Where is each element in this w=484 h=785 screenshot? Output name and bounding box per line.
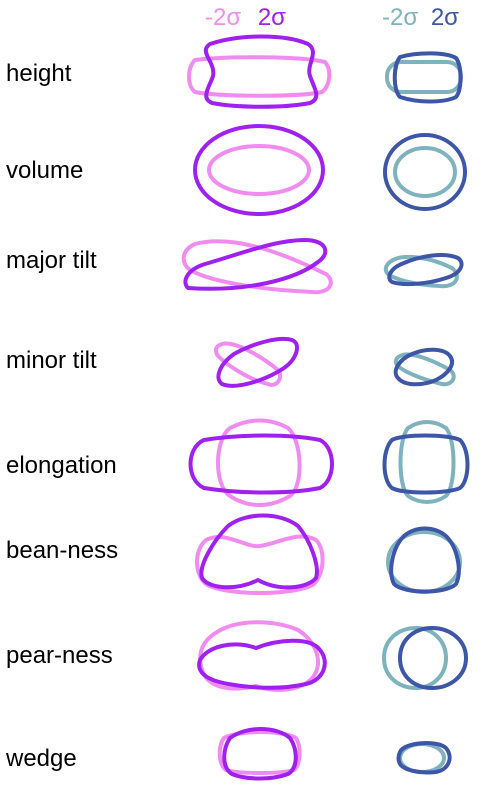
row-label-bean-ness: bean-ness — [6, 537, 119, 564]
row-volume-shapes — [193, 124, 467, 216]
row-label-minor-tilt: minor tilt — [6, 347, 97, 374]
row-label-pear-ness: pear-ness — [6, 642, 113, 669]
major-tilt-right-plus-outline — [387, 253, 464, 287]
pear-ness-left-plus-outline — [197, 638, 327, 690]
legend-right-plus: 2σ — [430, 4, 459, 31]
major-tilt-left-plus-outline — [183, 238, 328, 291]
row-label-volume: volume — [6, 157, 84, 184]
height-right-plus-outline — [392, 51, 463, 104]
elongation-right-plus-outline — [382, 433, 470, 495]
legend-left-plus: 2σ — [257, 4, 286, 31]
row-elongation-shapes — [188, 418, 470, 507]
volume-left-plus-outline — [193, 124, 325, 216]
legend-left-minus: -2σ — [205, 4, 242, 31]
elongation-left-minus-outline — [216, 418, 302, 507]
height-right-minus-outline — [385, 60, 463, 94]
volume-left-minus-outline — [207, 144, 311, 196]
legend-right-minus: -2σ — [382, 4, 419, 31]
legend-right: -2σ 2σ — [382, 4, 459, 32]
major-tilt-right-minus-outline — [383, 254, 459, 289]
row-label-wedge: wedge — [6, 745, 77, 772]
height-left-plus-outline — [203, 34, 319, 109]
bean-ness-left-plus-outline — [199, 513, 319, 590]
elongation-right-minus-outline — [398, 420, 456, 504]
wedge-left-plus-outline — [222, 727, 298, 781]
row-wedge-shapes — [217, 727, 452, 781]
row-major-tilt-shapes — [181, 238, 464, 295]
row-height-shapes — [187, 34, 463, 109]
minor-tilt-left-minus-outline — [213, 341, 283, 387]
minor-tilt-left-plus-outline — [216, 337, 300, 388]
minor-tilt-right-plus-outline — [393, 347, 455, 387]
major-tilt-left-minus-outline — [181, 239, 333, 295]
wedge-right-plus-outline — [396, 741, 452, 775]
legend-left: -2σ 2σ — [205, 4, 286, 32]
row-label-height: height — [6, 60, 72, 87]
row-bean-ness-shapes — [195, 513, 462, 595]
volume-right-minus-outline — [393, 146, 457, 198]
bean-ness-right-plus-outline — [389, 526, 461, 594]
pear-ness-right-plus-outline — [398, 626, 468, 690]
height-left-minus-outline — [187, 55, 332, 98]
row-pear-ness-shapes — [197, 620, 468, 692]
elongation-left-plus-outline — [188, 433, 334, 495]
row-minor-tilt-shapes — [213, 337, 456, 388]
row-label-major-tilt: major tilt — [6, 247, 97, 274]
volume-right-plus-outline — [383, 133, 467, 211]
pear-ness-right-minus-outline — [382, 626, 448, 690]
row-label-elongation: elongation — [6, 452, 117, 479]
minor-tilt-right-minus-outline — [393, 352, 456, 387]
